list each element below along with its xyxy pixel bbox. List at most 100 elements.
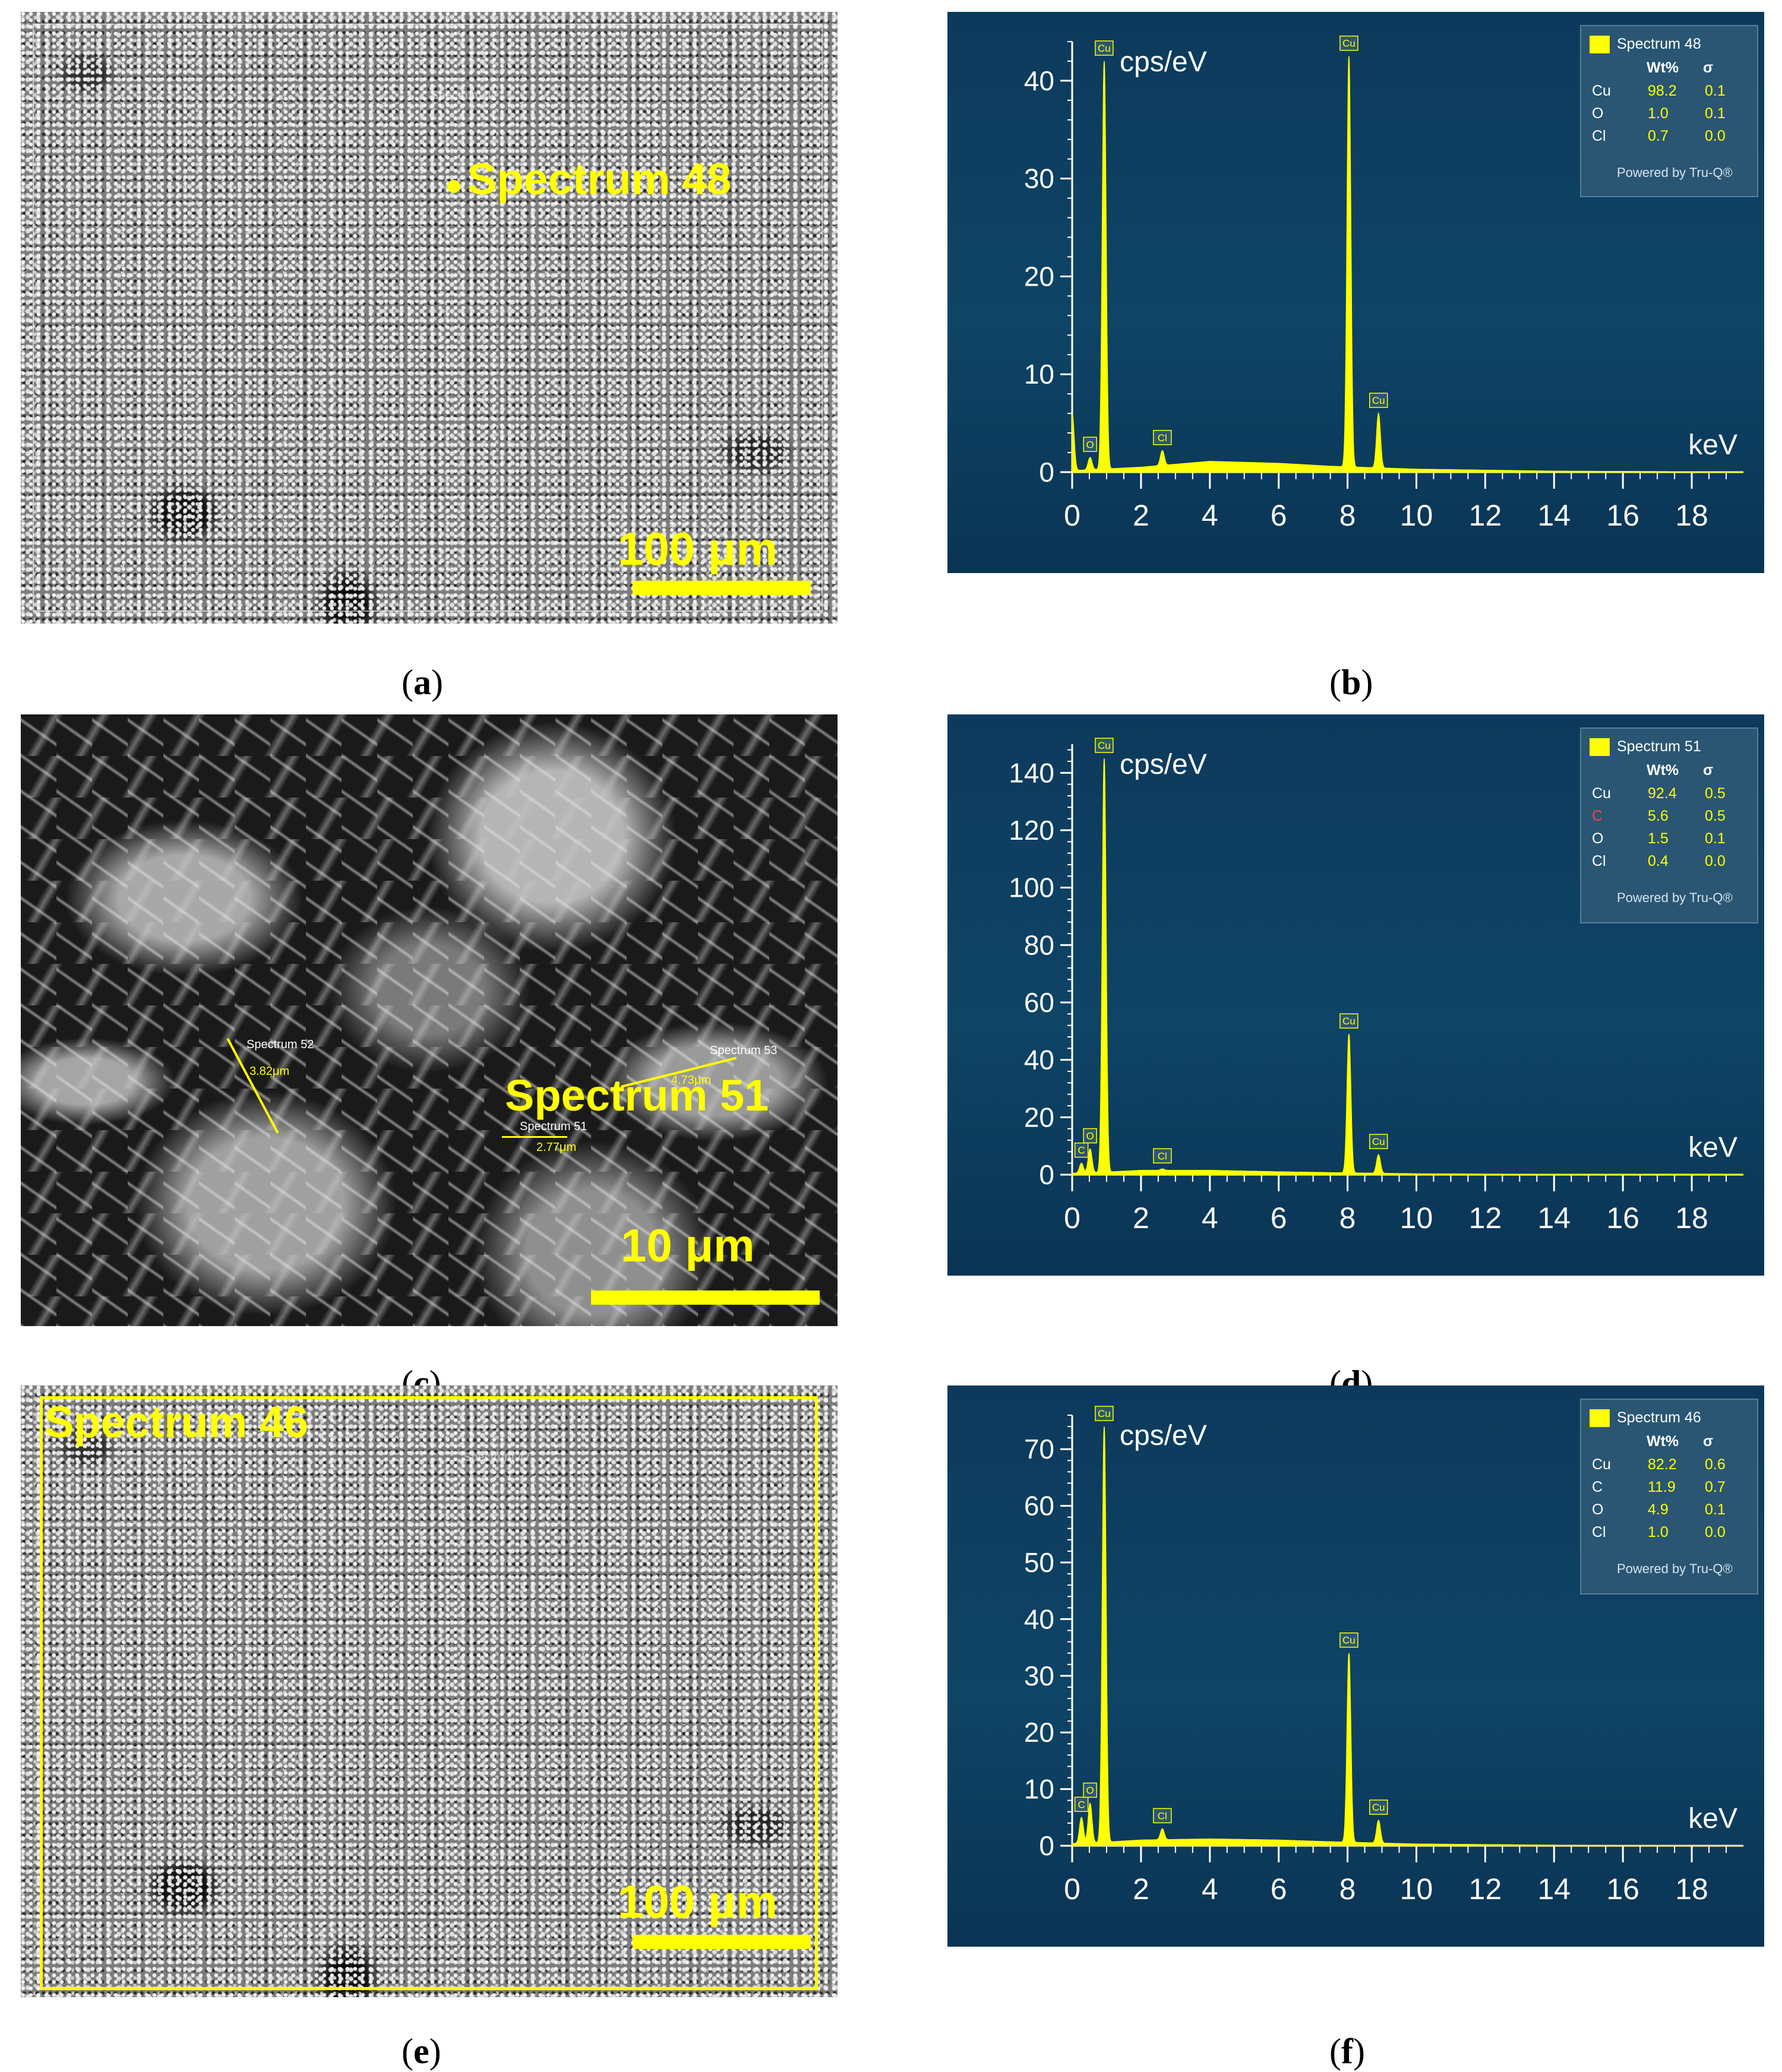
svg-text:Cu: Cu [1342,1016,1356,1027]
legend-header-wt: Wt% [1647,59,1679,76]
marker-label-52: Spectrum 52 [247,1038,314,1051]
panel-label-b: (b) [1329,663,1373,702]
legend-series-name: Spectrum 51 [1617,738,1701,755]
y-tick-label: 0 [1039,457,1054,488]
legend-wt-value: 0.7 [1648,128,1669,144]
legend-sigma-value: 0.0 [1705,853,1726,869]
y-tick-label: 0 [1039,1159,1054,1190]
sem-image-e: Spectrum 47 Spectrum 46 100 μm [21,1385,838,1997]
x-tick-label: 18 [1675,1201,1708,1235]
scale-bar [633,581,811,595]
quant-legend-d: Spectrum 51 Wt% σ Cu 92.4 0.5 C 5.6 0.5 O 1.5 0.1 Cl… [1580,727,1758,923]
x-tick-label: 2 [1133,1872,1149,1906]
y-tick-label: 100 [1009,872,1054,903]
scale-bar-label: 100 μm [618,1875,778,1928]
sem-image-c: Spectrum 52 3.82μm Spectrum 53 4.73μm Sp… [21,714,838,1326]
legend-element: C [1592,808,1603,824]
x-tick-label: 0 [1064,499,1080,532]
legend-wt-value: 1.0 [1648,105,1669,122]
peak-label: O [1083,1782,1097,1798]
legend-footer: Powered by Tru-Q® [1617,165,1733,180]
svg-text:Cl: Cl [1158,1150,1167,1162]
scale-bar [633,1935,811,1949]
scale-bar [591,1290,820,1305]
eds-spectrum-f: 0 10 20 30 40 50 60 70 0 2 4 6 8 10 12 14 16 18 cps/eV keV C… [947,1385,1764,1947]
marker-value-51: 2.77μm [536,1141,577,1154]
y-tick-label: 30 [1024,163,1054,194]
y-axis-unit: cps/eV [1120,46,1207,78]
panel-label-a: (a) [402,663,443,702]
spectrum-plot-f: 0 10 20 30 40 50 60 70 0 2 4 6 8 10 12 14 16 18 cps/eV keV C… [1024,1406,1744,1906]
svg-text:O: O [1086,1785,1094,1796]
spectrum-label: Spectrum 48 [467,154,732,204]
svg-text:Cu: Cu [1342,1635,1356,1646]
x-tick-label: 8 [1339,1872,1356,1906]
legend-wt-value: 1.5 [1648,830,1669,847]
svg-text:Cu: Cu [1372,1802,1385,1813]
y-tick-label: 40 [1024,65,1054,96]
svg-text:Cu: Cu [1342,38,1356,49]
x-tick-label: 14 [1537,1872,1571,1906]
y-axis-unit: cps/eV [1120,749,1207,780]
legend-wt-value: 0.4 [1648,853,1669,869]
legend-element: Cu [1592,1456,1611,1473]
legend-element: C [1592,1479,1603,1495]
x-axis-unit: keV [1688,429,1737,461]
acquisition-frame [33,24,823,612]
spectrum-label: Spectrum 46 [45,1397,309,1447]
quant-legend-b: Spectrum 48 Wt% σ Cu 98.2 0.1 O 1.0 0.1 Cl 0.7 0.0 P… [1580,25,1758,197]
x-tick-label: 16 [1606,1872,1639,1906]
svg-text:Cu: Cu [1098,43,1111,54]
legend-wt-value: 98.2 [1648,83,1677,99]
legend-sigma-value: 0.0 [1705,1524,1726,1540]
legend-sigma-value: 0.1 [1705,1501,1726,1518]
spectrum-series [1072,56,1744,473]
legend-sigma-value: 0.6 [1705,1456,1726,1473]
spectrum-series [1072,1426,1744,1846]
legend-sigma-value: 0.0 [1705,128,1726,144]
panel-label-e: (e) [402,2032,441,2071]
svg-text:O: O [1086,1131,1094,1142]
scale-bar-label: 100 μm [618,523,778,575]
svg-text:C: C [1078,1145,1085,1156]
y-tick-label: 60 [1024,987,1054,1018]
x-tick-label: 8 [1339,1201,1356,1235]
legend-sigma-value: 0.1 [1705,105,1726,122]
x-tick-label: 0 [1064,1201,1080,1235]
legend-footer: Powered by Tru-Q® [1617,1561,1733,1576]
peak-label: Cu [1339,1632,1358,1648]
legend-sigma-value: 0.5 [1705,785,1726,802]
marker-label-53: Spectrum 53 [710,1044,778,1057]
spectrum-point-marker [447,180,460,193]
peak-label: Cu [1369,1799,1388,1815]
legend-wt-value: 4.9 [1648,1501,1669,1518]
legend-swatch [1590,738,1610,756]
x-tick-label: 10 [1400,1201,1433,1235]
y-tick-label: 30 [1024,1660,1054,1691]
x-tick-label: 16 [1606,1201,1639,1235]
x-tick-label: 14 [1537,1201,1571,1235]
sem-image-a: Spectrum 47 Spectrum 48 100 μm [21,12,838,624]
peak-label: C [1074,1796,1089,1812]
spectrum-area-box [40,1396,818,1990]
y-tick-label: 10 [1024,1774,1054,1805]
legend-element: Cl [1592,853,1606,869]
svg-text:C: C [1078,1799,1085,1810]
peak-label: Cu [1095,738,1114,753]
scale-bar-label: 10 μm [621,1219,755,1271]
x-tick-label: 10 [1400,1872,1433,1906]
y-tick-label: 60 [1024,1491,1054,1521]
legend-series-name: Spectrum 46 [1617,1409,1701,1426]
peak-label: O [1083,436,1097,453]
x-tick-label: 4 [1202,1872,1218,1906]
peak-label: Cl [1153,1808,1172,1824]
x-tick-label: 6 [1271,1201,1287,1235]
legend-header-wt: Wt% [1647,762,1679,779]
legend-element: O [1592,1501,1604,1518]
legend-sigma-value: 0.1 [1705,830,1726,847]
svg-text:Cu: Cu [1098,1408,1111,1419]
x-tick-label: 6 [1271,1872,1287,1906]
spectrum-series [1072,758,1744,1175]
y-tick-label: 120 [1009,815,1054,846]
x-tick-label: 2 [1133,499,1149,532]
